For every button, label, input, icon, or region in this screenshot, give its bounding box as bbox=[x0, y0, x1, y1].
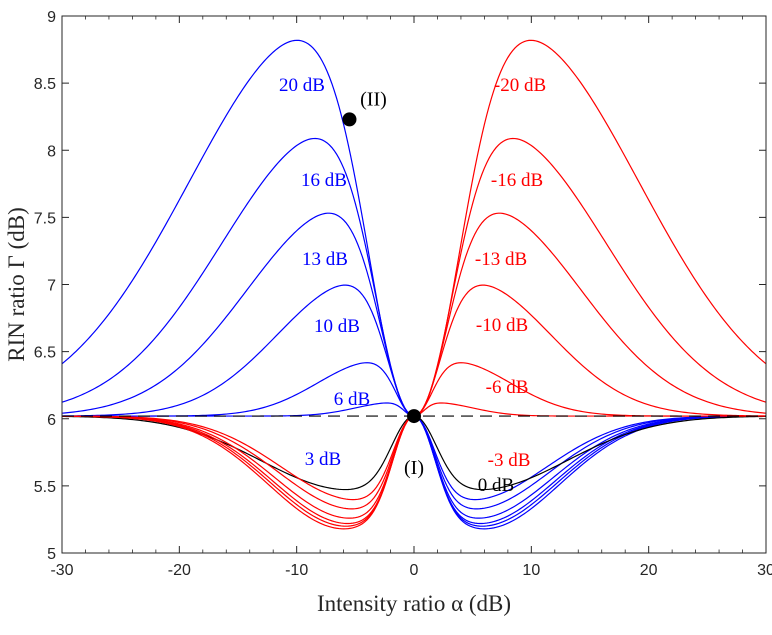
annotation-point bbox=[407, 409, 421, 424]
curve-label: -10 dB bbox=[476, 315, 528, 336]
annotation-label: (I) bbox=[404, 457, 424, 479]
curve-label: 10 dB bbox=[314, 316, 360, 337]
curve-label: 6 dB bbox=[334, 389, 370, 410]
curve-label: 0 dB bbox=[478, 475, 514, 496]
curve-label: -3 dB bbox=[488, 450, 531, 471]
y-axis-label: RIN ratio Γ (dB) bbox=[4, 207, 29, 361]
x-tick-label: 0 bbox=[410, 562, 419, 579]
x-tick-label: -20 bbox=[168, 562, 191, 579]
curve-label: -13 dB bbox=[475, 249, 527, 270]
y-tick-label: 5.5 bbox=[34, 479, 56, 496]
ticks-group: -30 -20 -10 0 10 20 30 5 5.5 6 6.5 7 7.5 8 8.5 9 bbox=[34, 9, 772, 579]
curve-label: 13 dB bbox=[302, 249, 348, 270]
y-tick-label: 8 bbox=[47, 143, 56, 160]
annotation-point bbox=[342, 112, 357, 127]
curve-label: -16 dB bbox=[491, 170, 543, 191]
y-tick-label: 7.5 bbox=[34, 210, 56, 227]
x-tick-label: 20 bbox=[640, 562, 658, 579]
curve-label: -20 dB bbox=[494, 75, 546, 96]
x-tick-label: 10 bbox=[522, 562, 540, 579]
series-line bbox=[62, 362, 767, 510]
y-tick-label: 5 bbox=[47, 546, 56, 563]
y-tick-label: 9 bbox=[47, 9, 56, 26]
series-line bbox=[61, 39, 767, 530]
x-tick-label: 30 bbox=[757, 562, 772, 579]
y-tick-label: 6.5 bbox=[34, 345, 56, 362]
x-tick-label: -30 bbox=[50, 562, 73, 579]
annotations-group: (I) (II) bbox=[342, 88, 424, 479]
series-line bbox=[61, 284, 767, 519]
series-line bbox=[61, 362, 766, 510]
curve-label: 16 dB bbox=[301, 170, 347, 191]
curve-label: 20 dB bbox=[279, 75, 325, 96]
curve-label: -6 dB bbox=[486, 377, 529, 398]
x-axis-label: Intensity ratio α (dB) bbox=[317, 591, 511, 616]
y-tick-label: 8.5 bbox=[34, 76, 56, 93]
curve-label: 3 dB bbox=[305, 449, 341, 470]
curve-labels-group: 20 dB 16 dB 13 dB 10 dB 6 dB 3 dB 0 dB -3 dB -6 … bbox=[279, 75, 546, 496]
x-tick-label: -10 bbox=[285, 562, 308, 579]
series-line bbox=[61, 284, 767, 519]
series-line bbox=[61, 39, 767, 530]
y-tick-label: 6 bbox=[47, 412, 56, 429]
curves-group bbox=[61, 39, 767, 530]
y-tick-label: 7 bbox=[47, 278, 56, 295]
annotation-label: (II) bbox=[360, 88, 387, 110]
